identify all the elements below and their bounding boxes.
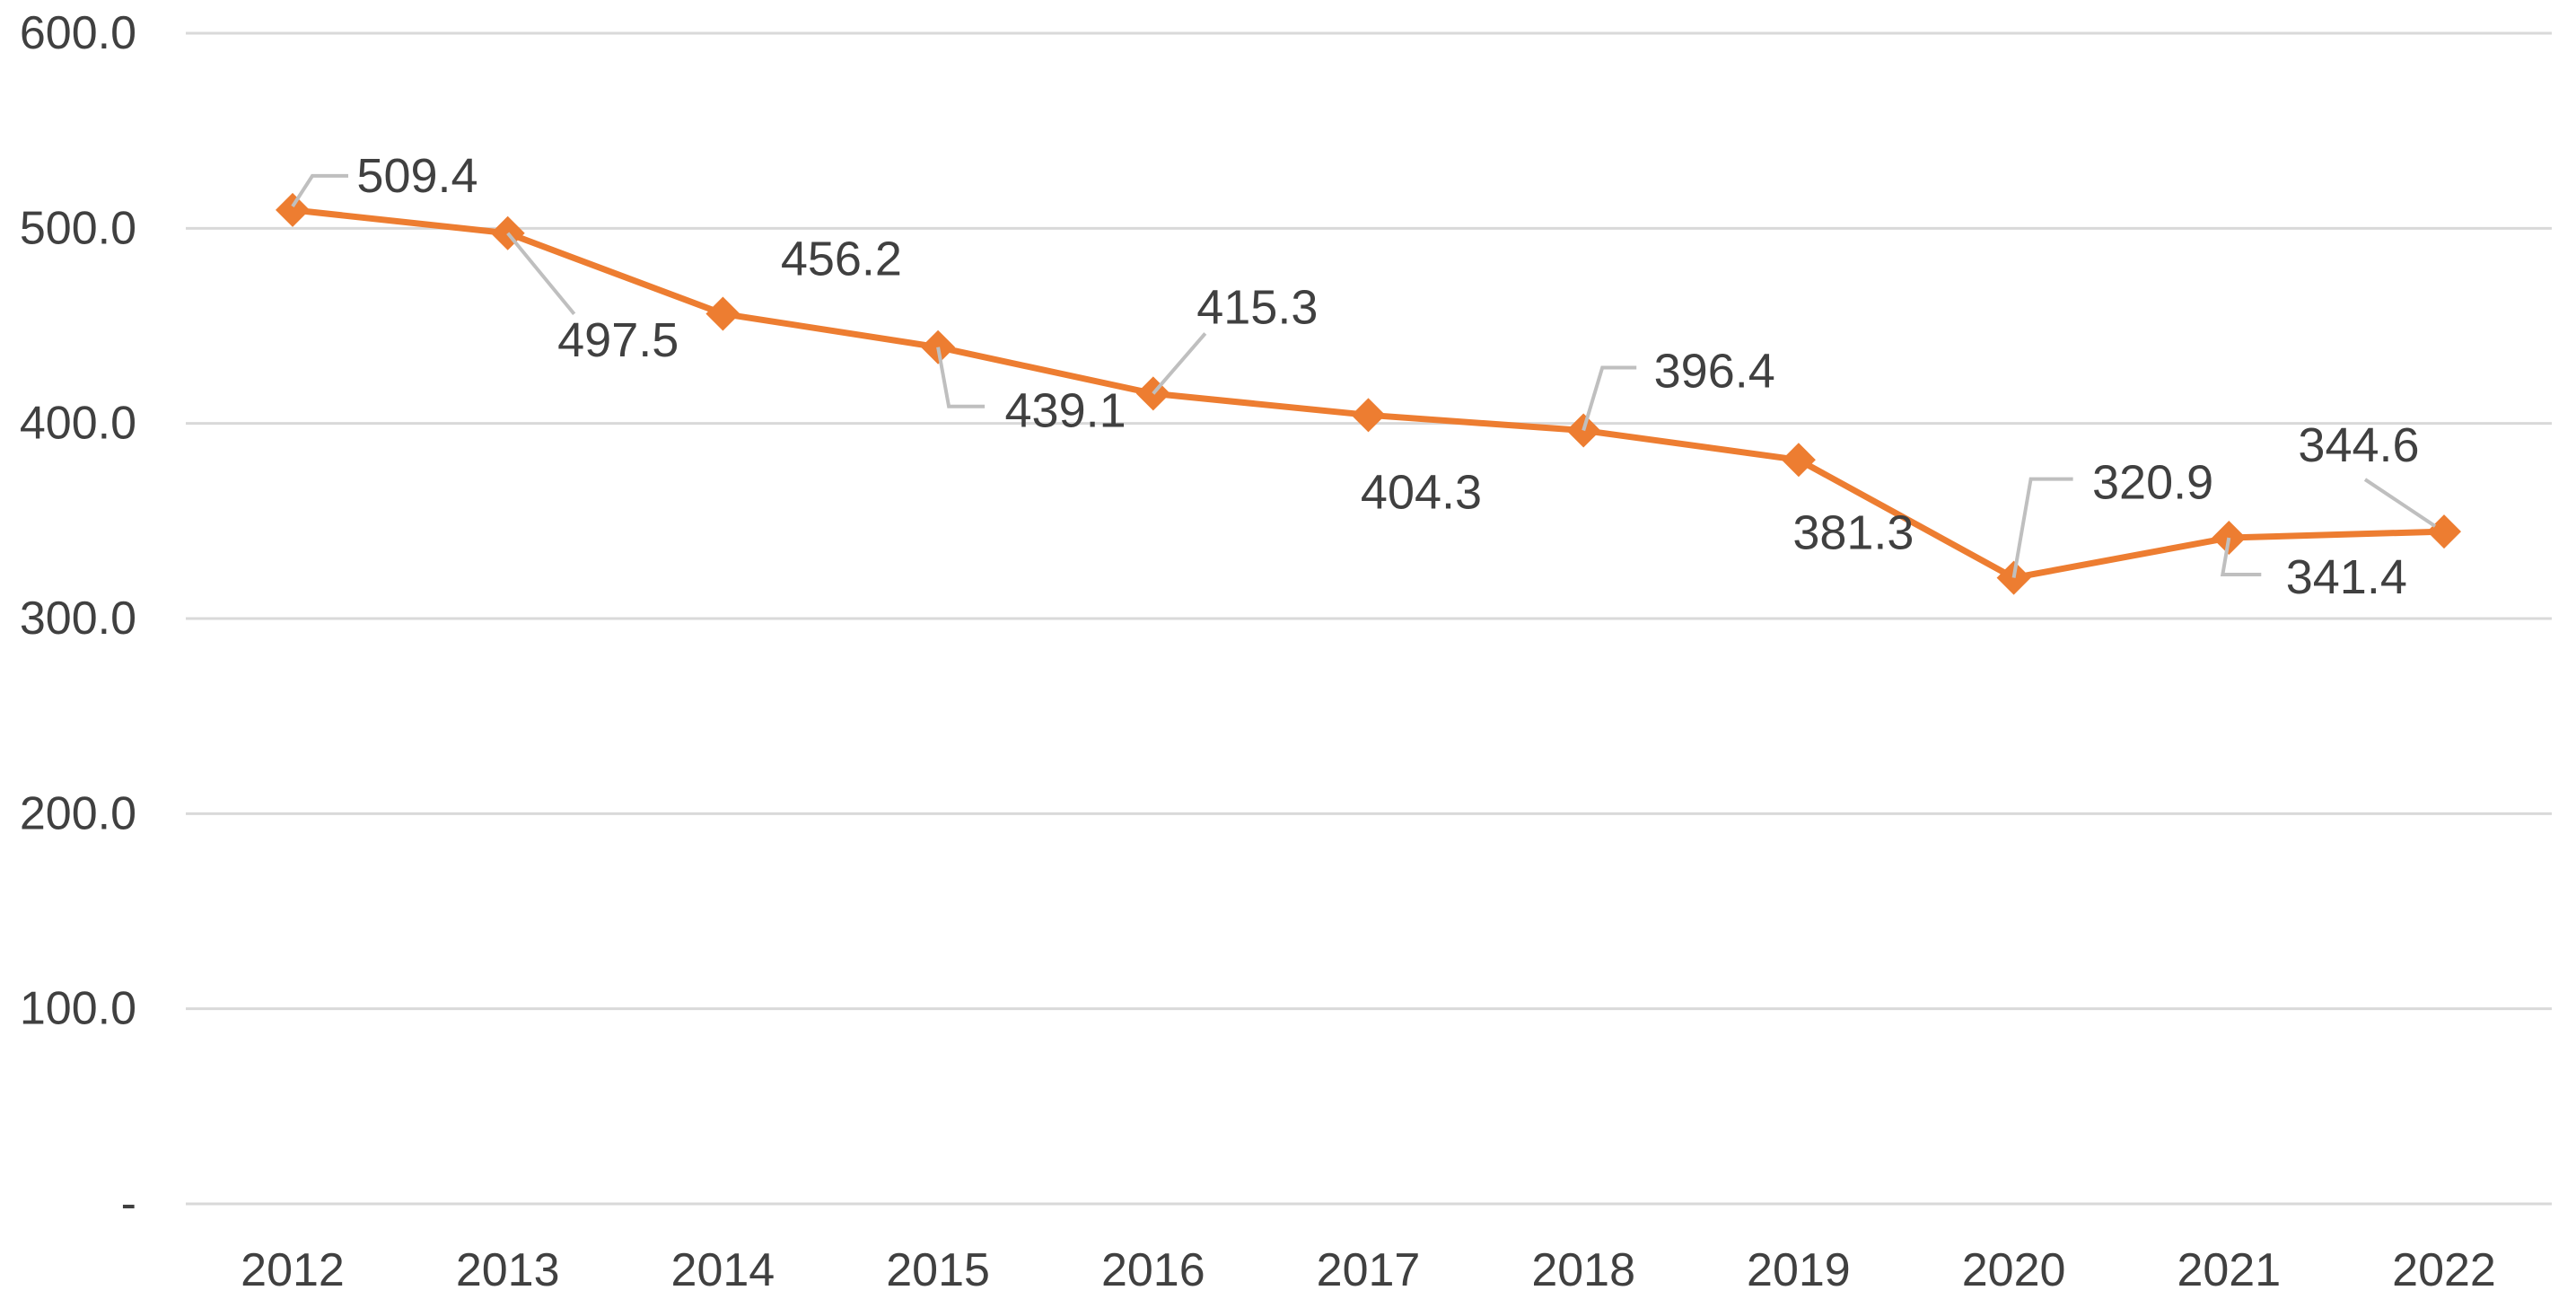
x-axis-label: 2021 [2177,1244,2281,1296]
y-axis-tick-label: 600.0 [20,7,136,59]
data-point-marker-2022 [2427,514,2461,549]
data-label: 320.9 [2092,456,2213,510]
data-label-leader-line [2011,477,2073,578]
data-label-leader-line [2220,537,2262,577]
x-axis-label: 2022 [2392,1244,2496,1296]
series-line [289,206,2448,582]
x-axis-label: 2016 [1101,1244,1205,1296]
data-label: 381.3 [1792,505,1914,559]
y-axis-tick-label: - [121,1178,136,1230]
y-axis-tick-label: 500.0 [20,202,136,254]
data-label-leader-line [506,232,576,316]
y-axis-tick-label: 300.0 [20,593,136,645]
data-label-leader-line [936,347,986,408]
x-axis-label: 2015 [886,1244,990,1296]
data-label-leader-line [2363,478,2437,528]
y-axis-tick-label: 100.0 [20,983,136,1035]
data-label: 415.3 [1196,280,1318,334]
data-point-marker-2014 [705,296,740,331]
data-label-leader-line [1152,332,1207,395]
x-axis-label: 2017 [1317,1244,1421,1296]
data-label: 341.4 [2286,550,2407,604]
x-axis-label: 2012 [241,1244,345,1296]
y-axis-tick-label: 400.0 [20,398,136,450]
data-label: 439.1 [1005,384,1126,438]
data-label: 396.4 [1654,344,1775,398]
data-label-leader-line [291,173,348,207]
x-axis-label: 2013 [456,1244,560,1296]
x-axis-label: 2014 [671,1244,775,1296]
x-axis-label: 2019 [1747,1244,1851,1296]
data-label-leader-line [1582,365,1637,432]
x-axis-label: 2018 [1531,1244,1635,1296]
data-label: 344.6 [2298,418,2419,472]
x-axis-label: 2020 [1962,1244,2066,1296]
y-axis-tick-label: 200.0 [20,787,136,839]
data-point-marker-2019 [1781,443,1816,478]
data-label: 497.5 [557,313,679,367]
data-label: 404.3 [1361,465,1482,519]
data-point-marker-2012 [276,192,310,227]
data-label: 456.2 [781,233,902,286]
data-label: 509.4 [356,149,478,203]
data-point-marker-2017 [1351,398,1386,433]
